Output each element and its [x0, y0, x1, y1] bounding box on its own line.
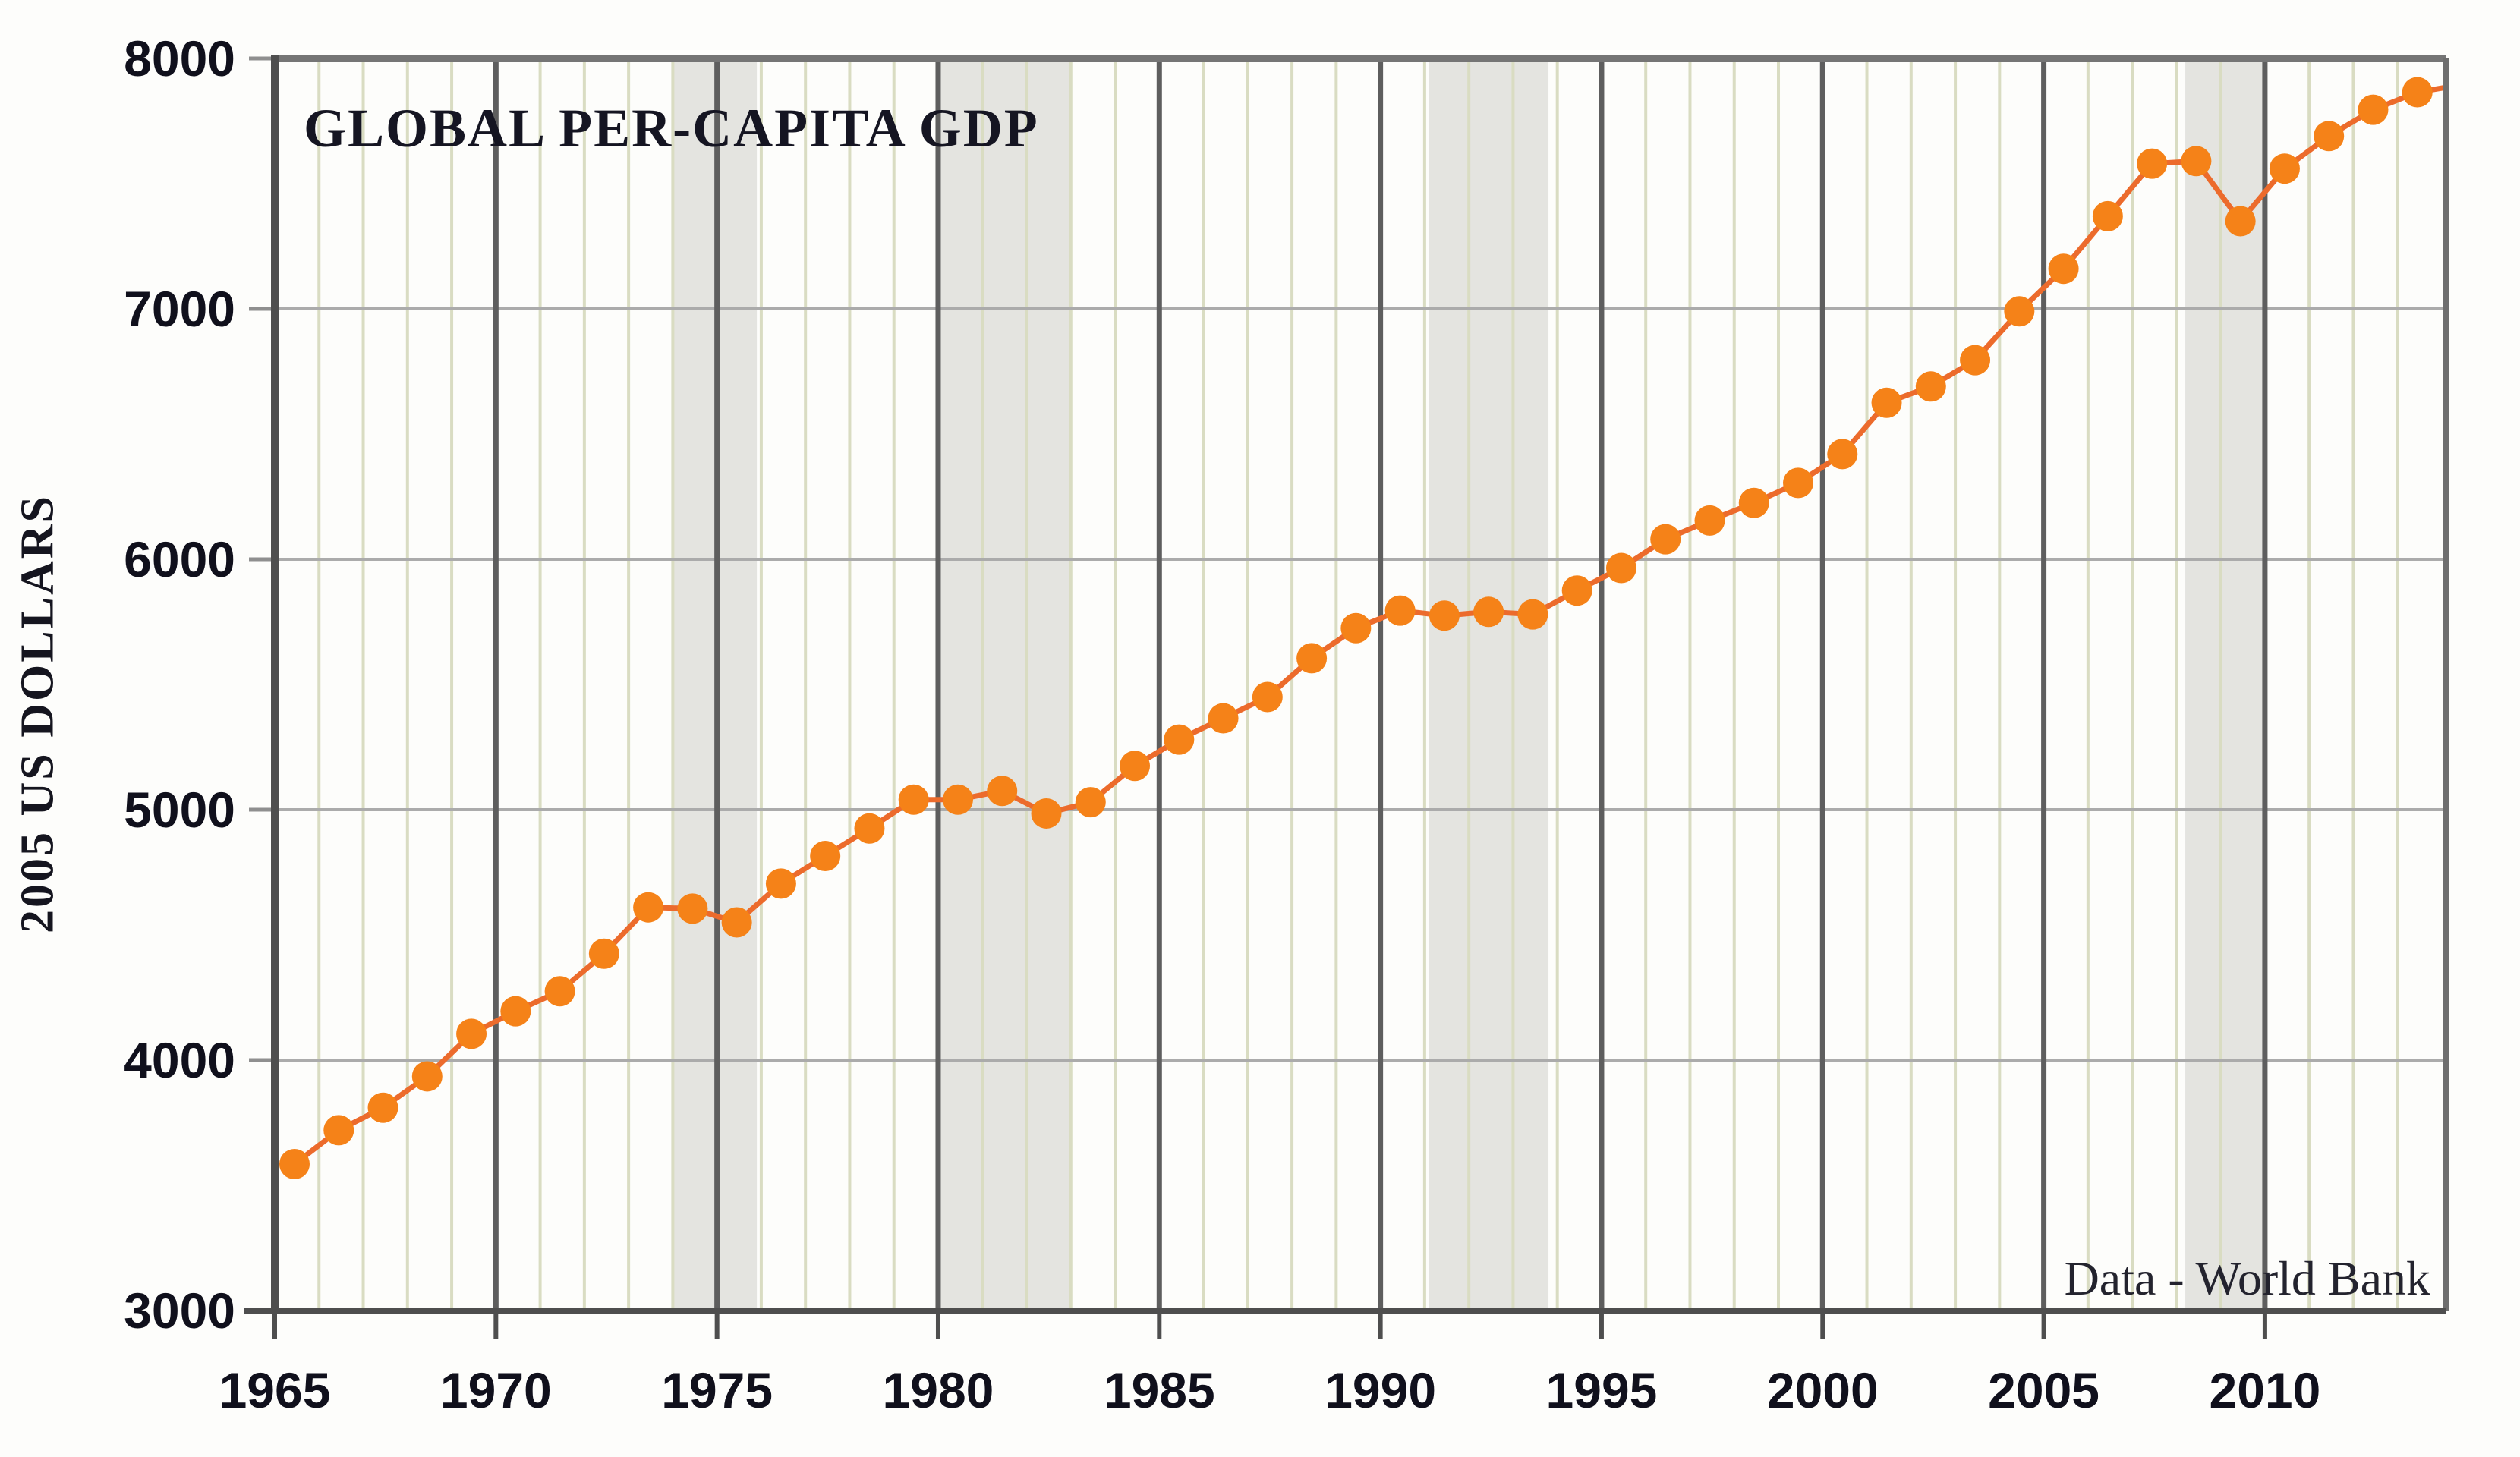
- data-point-1974: [677, 893, 708, 924]
- data-point-1983: [1075, 787, 1106, 818]
- data-point-1996: [1650, 524, 1681, 555]
- data-point-1992: [1473, 596, 1504, 628]
- data-point-2012: [2358, 94, 2389, 125]
- recession-band-1980: [937, 58, 1071, 1311]
- data-point-1995: [1605, 552, 1636, 584]
- x-tick-label-1980: 1980: [883, 1362, 994, 1418]
- data-point-2013: [2402, 77, 2433, 108]
- data-point-2009: [2225, 206, 2256, 237]
- data-point-1986: [1208, 703, 1239, 734]
- recession-band-1991: [1429, 58, 1549, 1311]
- x-tick-label-2010: 2010: [2210, 1362, 2321, 1418]
- recession-band-2008: [2185, 58, 2265, 1311]
- data-point-2001: [1871, 387, 1902, 418]
- x-tick-label-1975: 1975: [661, 1362, 773, 1418]
- data-point-2010: [2269, 153, 2300, 184]
- data-point-1979: [898, 784, 929, 815]
- data-point-1987: [1252, 681, 1283, 713]
- data-point-1994: [1561, 575, 1592, 606]
- y-tick-label-3000: 3000: [124, 1282, 235, 1339]
- data-point-2007: [2137, 148, 2168, 179]
- data-point-1978: [854, 813, 885, 844]
- y-axis-title: 2005 US DOLLARS: [11, 494, 64, 933]
- y-tick-label-6000: 6000: [124, 531, 235, 587]
- x-tick-label-1970: 1970: [440, 1362, 552, 1418]
- data-point-2006: [2092, 200, 2123, 231]
- x-tick-label-2005: 2005: [1988, 1362, 2099, 1418]
- data-point-1971: [544, 976, 575, 1007]
- data-point-1968: [411, 1061, 443, 1092]
- data-point-1999: [1783, 467, 1814, 499]
- data-point-1984: [1120, 751, 1151, 782]
- data-point-2005: [2048, 253, 2079, 285]
- data-point-1977: [810, 841, 841, 872]
- x-tick-label-1965: 1965: [219, 1362, 331, 1418]
- data-point-1997: [1694, 505, 1725, 536]
- gdp-series: [279, 77, 2449, 1179]
- data-point-1970: [500, 996, 531, 1027]
- data-point-1981: [987, 776, 1018, 807]
- y-tick-label-7000: 7000: [124, 281, 235, 337]
- data-point-1973: [633, 892, 664, 923]
- data-point-1965: [279, 1148, 310, 1179]
- data-point-2004: [2004, 296, 2035, 327]
- x-tick-label-1990: 1990: [1325, 1362, 1436, 1418]
- data-point-2008: [2181, 146, 2212, 177]
- data-point-1990: [1384, 595, 1416, 626]
- data-point-1966: [323, 1115, 354, 1146]
- x-tick-label-1985: 1985: [1104, 1362, 1215, 1418]
- data-point-1993: [1517, 599, 1548, 630]
- y-tick-label-4000: 4000: [124, 1032, 235, 1088]
- data-point-2003: [1960, 345, 1991, 376]
- y-tick-label-8000: 8000: [124, 30, 235, 87]
- data-point-1991: [1429, 600, 1460, 631]
- x-tick-label-2000: 2000: [1767, 1362, 1879, 1418]
- data-point-1976: [765, 868, 796, 899]
- data-point-1988: [1296, 643, 1328, 674]
- data-point-1985: [1164, 724, 1195, 755]
- x-tick-label-1995: 1995: [1546, 1362, 1658, 1418]
- data-point-2014: [2446, 77, 2449, 93]
- chart-title: GLOBAL PER-CAPITA GDP: [304, 98, 1039, 159]
- data-point-1972: [588, 938, 619, 969]
- data-point-2002: [1915, 371, 1946, 402]
- data-point-1975: [721, 907, 752, 938]
- data-point-2000: [1827, 439, 1858, 470]
- data-point-1980: [942, 784, 973, 815]
- data-point-1967: [367, 1092, 398, 1123]
- data-point-1998: [1738, 487, 1769, 518]
- data-source-note: Data - World Bank: [2064, 1251, 2430, 1305]
- y-tick-label-5000: 5000: [124, 782, 235, 838]
- data-point-2011: [2314, 121, 2345, 152]
- data-point-1969: [456, 1018, 487, 1049]
- data-point-1982: [1031, 798, 1062, 829]
- data-point-1989: [1340, 612, 1372, 644]
